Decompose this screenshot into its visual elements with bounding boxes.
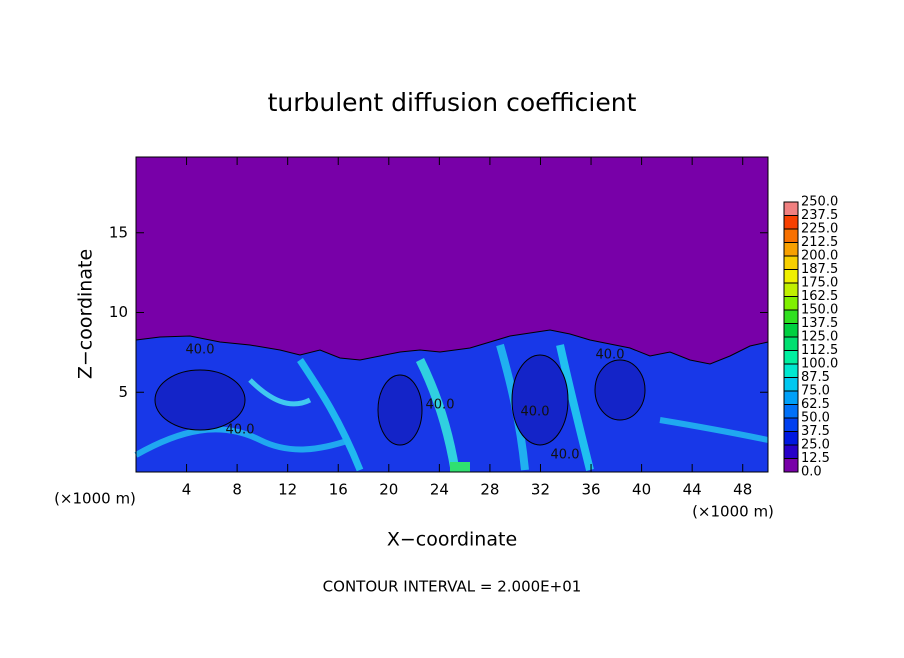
contour-label: 40.0 — [186, 343, 215, 358]
colorbar-band — [784, 377, 798, 391]
x-tick-label: 24 — [430, 481, 449, 499]
colorbar-label: 225.0 — [801, 222, 838, 237]
colorbar-band — [784, 269, 798, 283]
streak — [248, 378, 312, 407]
y-tick-label: 10 — [109, 303, 128, 321]
colorbar-band — [784, 431, 798, 445]
y-tick-label: 15 — [109, 223, 128, 241]
colorbar-label: 112.5 — [801, 343, 838, 358]
pocket — [594, 359, 646, 421]
colorbar-label: 125.0 — [801, 330, 838, 345]
x-tick-label: 40 — [632, 481, 651, 499]
x-unit-label: (×1000 m) — [692, 503, 774, 521]
colorbar-band — [784, 296, 798, 310]
y-tick-label: 5 — [118, 383, 128, 401]
y-axis-title: Z−coordinate — [75, 249, 97, 379]
x-tick-label: 28 — [480, 481, 499, 499]
colorbar-band — [784, 202, 798, 216]
colorbar-band — [784, 229, 798, 243]
x-tick-label: 12 — [278, 481, 297, 499]
pocket — [511, 354, 569, 446]
contour-label: 40.0 — [521, 405, 550, 420]
colorbar-band — [784, 283, 798, 297]
colorbar-band — [784, 445, 798, 459]
pocket — [377, 374, 423, 446]
streak — [134, 426, 351, 458]
contour-label: 40.0 — [551, 448, 580, 463]
colorbar-label: 212.5 — [801, 235, 838, 250]
x-tick-label: 8 — [232, 481, 242, 499]
colorbar-label: 250.0 — [801, 195, 838, 210]
x-tick-label: 36 — [581, 481, 600, 499]
chart-title: turbulent diffusion coefficient — [268, 88, 637, 117]
x-tick-label: 20 — [379, 481, 398, 499]
colorbar-label: 175.0 — [801, 276, 838, 291]
streak — [556, 344, 594, 471]
colorbar-band — [784, 418, 798, 432]
colorbar-band — [784, 350, 798, 364]
colorbar-band — [784, 391, 798, 405]
colorbar-band — [784, 256, 798, 270]
colorbar-label: 187.5 — [801, 262, 838, 277]
contour-label: 40.0 — [226, 423, 255, 438]
colorbar-label: 75.0 — [801, 384, 830, 399]
colorbar-label: 162.5 — [801, 289, 838, 304]
colorbar-label: 87.5 — [801, 370, 830, 385]
field — [134, 157, 769, 473]
colorbar-band — [784, 337, 798, 351]
pocket — [154, 369, 246, 431]
colorbar-label: 0.0 — [801, 465, 822, 480]
colorbar-label: 200.0 — [801, 249, 838, 264]
x-axis-title: X−coordinate — [387, 529, 517, 551]
colorbar-label: 100.0 — [801, 357, 838, 372]
contour-label: 40.0 — [426, 398, 455, 413]
colorbar-band — [784, 310, 798, 324]
colorbar-label: 12.5 — [801, 451, 830, 466]
x-tick-label: 32 — [531, 481, 550, 499]
colorbar-band — [784, 323, 798, 337]
x-tick-label: 16 — [329, 481, 348, 499]
colorbar-band — [784, 404, 798, 418]
streak — [297, 358, 364, 472]
streak — [415, 357, 460, 471]
contour-label: 40.0 — [596, 348, 625, 363]
colorbar-label: 62.5 — [801, 397, 830, 412]
colorbar-label: 37.5 — [801, 424, 830, 439]
colorbar-label: 25.0 — [801, 438, 830, 453]
footer-note: CONTOUR INTERVAL = 2.000E+01 — [323, 578, 582, 596]
colorbar-label: 137.5 — [801, 316, 838, 331]
x-tick-label: 48 — [733, 481, 752, 499]
colorbar-band — [784, 215, 798, 229]
x-tick-label: 44 — [683, 481, 702, 499]
x-unit-label: (×1000 m) — [54, 490, 136, 508]
colorbar-band — [784, 458, 798, 472]
colorbar-label: 50.0 — [801, 411, 830, 426]
colorbar-band — [784, 242, 798, 256]
x-tick-label: 4 — [182, 481, 192, 499]
streak — [659, 417, 769, 443]
plot-frame — [135, 156, 769, 473]
colorbar-band — [784, 364, 798, 378]
colorbar-label: 237.5 — [801, 208, 838, 223]
hot-spot — [450, 462, 470, 472]
colorbar-label: 150.0 — [801, 303, 838, 318]
